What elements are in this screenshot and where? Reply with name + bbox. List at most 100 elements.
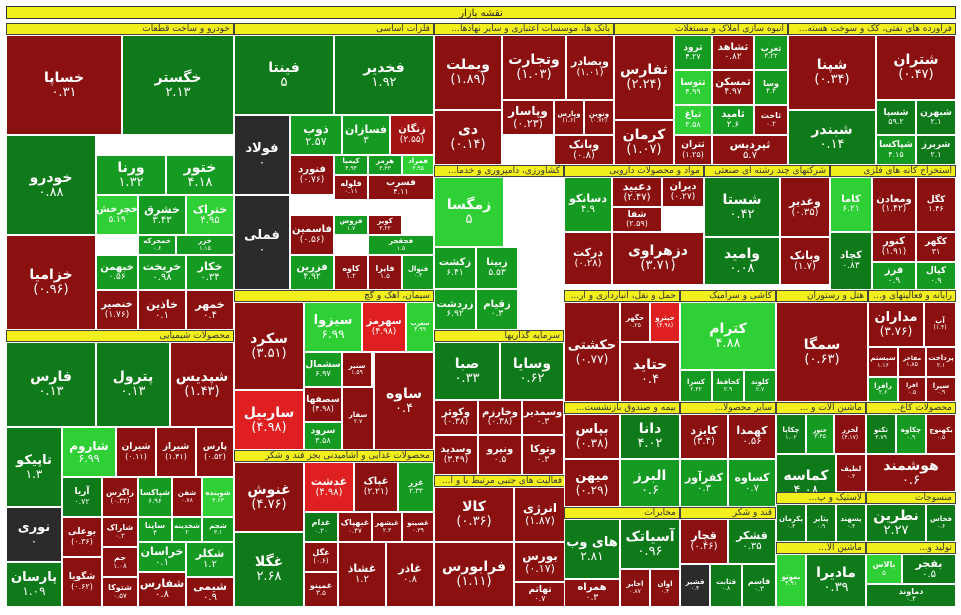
stock-tile[interactable]: خاذین ۰.۱ [138, 290, 186, 330]
stock-tile[interactable]: فولاد ۰ [234, 115, 290, 195]
stock-tile[interactable]: مفاخر ۱.۸۵ [898, 347, 926, 377]
stock-tile[interactable]: زبینا ۵.۵۳ [476, 247, 518, 289]
stock-tile[interactable]: وتجارت (۱.۰۳) [502, 35, 566, 100]
stock-tile[interactable]: پکرمان ۰.۳ [776, 504, 806, 542]
stock-tile[interactable]: شپنا (۰.۳۴) [788, 35, 876, 110]
stock-tile[interactable]: شپاکسا ۶.۹۶ [138, 477, 172, 517]
stock-tile[interactable]: شگویا (۰.۶۲) [62, 557, 102, 607]
stock-tile[interactable]: فاسمین (۰.۵۶) [290, 215, 334, 255]
stock-tile[interactable]: خگستر ۲.۱۳ [122, 35, 234, 135]
stock-tile[interactable]: خراسان ۰.۱ [138, 542, 186, 572]
stock-tile[interactable]: خزر ۱.۱۵ [176, 235, 234, 255]
stock-tile[interactable]: خبهمن ۰.۵۶ [96, 255, 138, 290]
stock-tile[interactable]: پارس (۰.۵۲) [196, 427, 234, 477]
stock-tile[interactable]: غمینو ۳.۵ [304, 572, 338, 607]
stock-tile[interactable]: هرمز ۳.۳۳ [368, 155, 402, 175]
stock-tile[interactable]: ختور ۳.۴۵ [806, 414, 834, 454]
stock-tile[interactable]: کچاد ۰.۸۳ [830, 232, 872, 290]
stock-tile[interactable]: فخاس ۰.۶ [926, 504, 956, 542]
stock-tile[interactable]: زردشت ۶.۹۲ [434, 289, 476, 330]
stock-tile[interactable]: ثاخت ۰.۲ [754, 105, 788, 135]
sector-label[interactable]: هتل و رستوران [776, 290, 868, 302]
stock-tile[interactable]: غبهپاک ۰.۴۷ [338, 512, 372, 542]
stock-tile[interactable]: ومعادن (۱.۴۲) [872, 177, 916, 232]
stock-tile[interactable]: فرز ۰.۹ [872, 262, 916, 290]
stock-tile[interactable]: میهن (۰.۲۹) [564, 459, 620, 507]
stock-tile[interactable]: کنور (۱.۹۱) [872, 232, 916, 262]
stock-tile[interactable]: نوری ۰ [6, 507, 62, 562]
stock-tile[interactable]: فنورد (۰.۷۶) [290, 155, 334, 195]
stock-tile[interactable]: وبانک (۰.۸) [554, 135, 614, 165]
stock-tile[interactable]: بالاس ۵ [866, 554, 902, 584]
sector-label[interactable]: تولید و... [866, 542, 956, 554]
sector-label[interactable]: انبوه سازی املاک و مستغلات [614, 23, 788, 35]
stock-tile[interactable]: فنوال ۰.۴ [402, 255, 434, 290]
stock-tile[interactable]: کحافظ ۲.۹ [712, 370, 744, 402]
stock-tile[interactable]: خریخت ۰.۹۸ [138, 255, 186, 290]
stock-tile[interactable]: شکلر ۱.۲ [186, 542, 234, 577]
stock-tile[interactable]: ثباغ ۳.۵۸ [674, 105, 712, 135]
sector-label[interactable]: فرآورده های نفتی، کک و سوخت هسته... [788, 23, 956, 35]
stock-tile[interactable]: خشرق ۳.۴۳ [138, 195, 186, 235]
stock-tile[interactable]: کایزد (۳.۴) [680, 414, 728, 459]
sector-label[interactable]: لاستیک و پ... [776, 492, 866, 504]
stock-tile[interactable]: وامید ۰.۰۸ [704, 237, 780, 285]
stock-tile[interactable]: ذوب ۲.۵۷ [290, 115, 342, 155]
stock-tile[interactable]: ثمسکن ۴.۹۷ [712, 70, 754, 105]
stock-tile[interactable]: فلوله ۰.۱۱ [334, 175, 368, 200]
stock-tile[interactable]: شوینده ۴.۶۳ [202, 477, 234, 517]
stock-tile[interactable]: کویر ۳.۲۲ [368, 215, 402, 235]
sector-label[interactable]: مواد و محصولات دارویی [564, 165, 704, 177]
stock-tile[interactable]: خمهر ۰.۴ [186, 290, 234, 330]
stock-tile[interactable]: لطیف ۰.۳ [836, 454, 866, 492]
stock-tile[interactable]: کساوه ۰.۷ [728, 459, 776, 507]
stock-tile[interactable]: پترول ۰.۱۳ [96, 342, 170, 427]
stock-tile[interactable]: پارسان ۱.۰۹ [6, 562, 62, 607]
stock-tile[interactable]: وسمدیر ۰.۳ [522, 400, 564, 435]
stock-tile[interactable]: زمگسا ۵ [434, 177, 504, 247]
stock-tile[interactable]: زکشت ۶.۴۱ [434, 247, 476, 289]
stock-tile[interactable]: لخزر (۴.۱۷) [834, 414, 866, 454]
stock-tile[interactable]: غزر ۲.۳۳ [398, 462, 434, 512]
stock-tile[interactable]: کهمدا ۰.۵۶ [728, 414, 776, 459]
stock-tile[interactable]: شپدیس (۱.۴۳) [170, 342, 234, 427]
stock-tile[interactable]: سنیر ۱.۵۹ [342, 352, 372, 387]
stock-tile[interactable]: وخارزم (۰.۳۸) [478, 400, 522, 435]
stock-tile[interactable]: کاوه ۱.۲ [334, 255, 368, 290]
sector-label[interactable]: منسوجات [866, 492, 956, 504]
stock-tile[interactable]: فروس ۱.۷ [334, 215, 368, 235]
sector-label[interactable]: قند و شکر [680, 507, 776, 519]
stock-tile[interactable]: شاروم ۶.۹۹ [62, 427, 116, 477]
stock-tile[interactable]: سمگا (۰.۶۳) [776, 302, 868, 402]
stock-tile[interactable]: قاسم ۰.۳ [742, 564, 776, 607]
stock-tile[interactable]: زاگرس (۰.۳۲) [102, 477, 138, 517]
stock-tile[interactable]: وتوکا ۰.۳ [522, 435, 564, 475]
stock-tile[interactable]: چکاوه ۰.۹ [896, 414, 926, 454]
stock-tile[interactable]: سکرد (۳.۵۱) [234, 302, 304, 390]
stock-tile[interactable]: ورنا ۱.۳۲ [96, 155, 166, 195]
stock-tile[interactable]: خمحرکه ۰.۶ [138, 235, 176, 255]
stock-tile[interactable]: فمراد ۴.۹۵ [402, 155, 434, 175]
stock-tile[interactable]: سپرا ۰.۹ [926, 377, 956, 402]
stock-tile[interactable]: اخابر ۰.۸۷ [620, 569, 650, 607]
stock-tile[interactable]: ثغرب ۳.۲۲ [754, 35, 788, 70]
sector-label[interactable]: مخابرات [564, 507, 680, 519]
stock-tile[interactable]: شاراک ۰.۲ [102, 517, 138, 547]
stock-tile[interactable]: رافزا ۲.۶ [868, 377, 898, 402]
sector-label[interactable]: خودرو و ساخت قطعات [6, 23, 234, 35]
stock-tile[interactable]: وپاسار (۰.۲۳) [502, 100, 554, 135]
stock-tile[interactable]: فرابورس (۱.۱۱) [434, 542, 514, 607]
stock-tile[interactable]: خچرخش ۵.۱۹ [96, 195, 138, 235]
stock-tile[interactable]: شسپا ۵۹.۲ [876, 100, 916, 135]
stock-tile[interactable]: بپاس (۰.۳۸) [564, 414, 620, 459]
sector-label[interactable]: شرکتهای چند رشته ای صنعتی [704, 165, 830, 177]
stock-tile[interactable]: تکنو ۳.۷۹ [866, 414, 896, 454]
stock-tile[interactable]: قثابت ۰.۸ [710, 564, 742, 607]
sector-label[interactable]: محصولات کاغ... [866, 402, 956, 414]
stock-tile[interactable]: غگل (۰.۶) [304, 542, 338, 572]
stock-tile[interactable]: فارس ۰.۱۳ [6, 342, 96, 427]
sector-label[interactable]: فعالیت های جنبی مرتبط با و ا... [434, 475, 566, 487]
stock-tile[interactable]: فجفجر ۱.۵ [368, 235, 434, 255]
stock-tile[interactable]: فسرب ۴.۱۱ [368, 175, 434, 200]
stock-tile[interactable]: مادیرا ۰.۳۹ [806, 554, 866, 607]
